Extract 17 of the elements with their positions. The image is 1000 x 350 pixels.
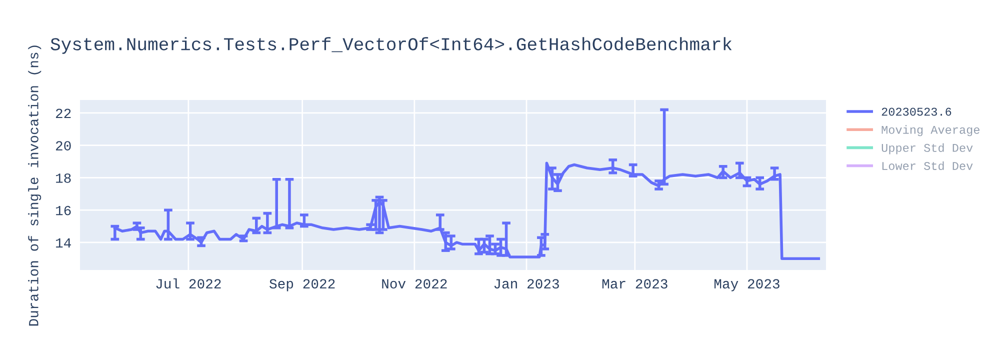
y-tick-label: 14 — [56, 238, 71, 248]
chart-title: System.Numerics.Tests.Perf_VectorOf<Int64>.GetHashCodeBenchmark — [50, 37, 732, 54]
x-tick-label: Jul 2022 — [156, 278, 221, 289]
y-tick-label: 22 — [56, 108, 71, 118]
y-tick-label: 16 — [56, 206, 71, 216]
legend-label: Upper Std Dev — [882, 143, 973, 154]
x-tick-label: Nov 2022 — [382, 279, 447, 289]
legend-label: Moving Average — [882, 125, 980, 136]
x-tick-label: Sep 2022 — [270, 279, 335, 292]
legend-label: 20230523.6 — [882, 108, 952, 116]
x-tick-label: May 2023 — [714, 279, 780, 292]
x-tick-label: Mar 2023 — [602, 279, 668, 289]
x-tick-label: Jan 2023 — [494, 279, 559, 289]
y-axis-title: Duration of single invocation (ns) — [28, 46, 42, 326]
y-tick-label: 20 — [56, 141, 71, 150]
y-tick-label: 18 — [56, 173, 71, 183]
legend-label: Lower Std Dev — [882, 161, 973, 170]
